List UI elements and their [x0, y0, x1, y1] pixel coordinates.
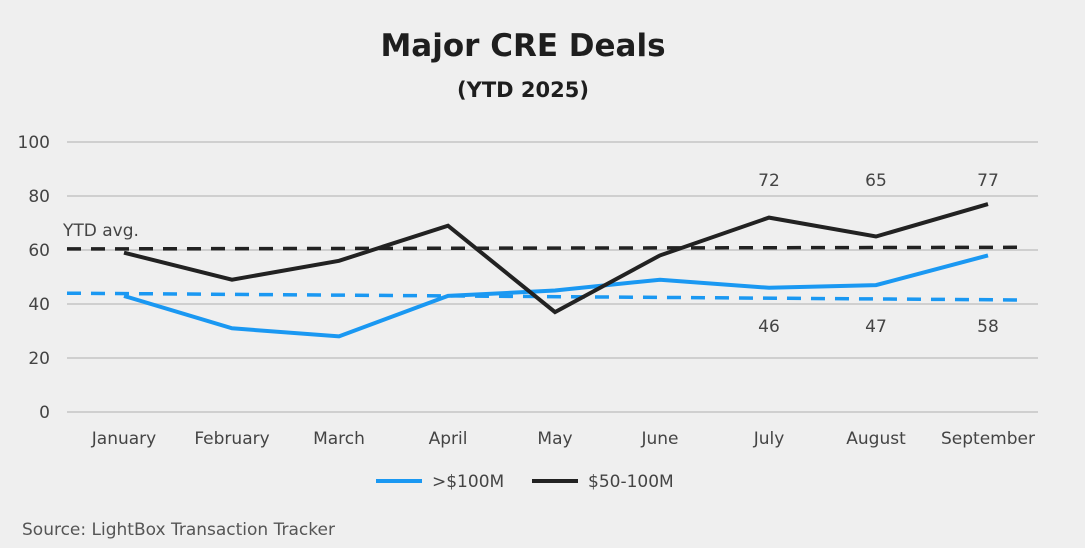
x-tick-label: September [941, 429, 1035, 449]
y-tick-label: 60 [28, 241, 50, 261]
data-label: 77 [977, 171, 999, 191]
x-tick-label: January [91, 429, 156, 449]
series-line [123, 202, 989, 315]
x-tick-label: July [753, 429, 785, 449]
data-label: 58 [977, 317, 999, 337]
x-tick-label: May [537, 429, 572, 449]
x-tick-label: April [429, 429, 468, 449]
ytd-avg-line [66, 291, 1019, 302]
data-label: 47 [865, 317, 887, 337]
x-tick-label: June [640, 429, 678, 449]
chart-title: Major CRE Deals [380, 28, 665, 64]
ytd-avg-annotation: YTD avg. [62, 221, 139, 241]
chart-subtitle: (YTD 2025) [457, 78, 589, 102]
legend-label: >$100M [432, 472, 504, 492]
data-label: 72 [758, 171, 780, 191]
y-tick-label: 100 [18, 133, 50, 153]
x-tick-label: August [846, 429, 906, 449]
x-tick-label: February [194, 429, 269, 449]
y-tick-label: 0 [39, 403, 50, 423]
y-tick-label: 40 [28, 295, 50, 315]
x-tick-label: March [313, 429, 365, 449]
data-label: 46 [758, 317, 780, 337]
ytd-avg-line [66, 245, 1019, 251]
legend-label: $50-100M [588, 472, 674, 492]
source-note: Source: LightBox Transaction Tracker [22, 520, 335, 540]
series-line [123, 253, 989, 339]
y-tick-label: 20 [28, 349, 50, 369]
data-label: 65 [865, 171, 887, 191]
y-tick-label: 80 [28, 187, 50, 207]
